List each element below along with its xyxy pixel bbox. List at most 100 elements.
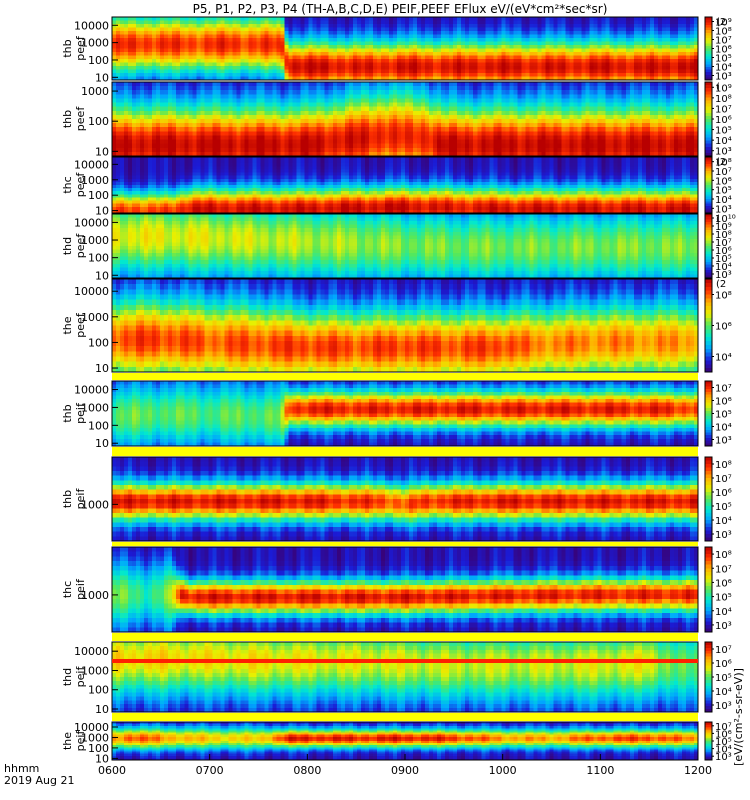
spectrogram-cell (357, 86, 362, 91)
spectrogram-cell (626, 31, 631, 35)
spectrogram-cell (409, 28, 414, 32)
spectrogram-cell (642, 73, 647, 77)
spectrogram-cell (614, 94, 619, 99)
spectrogram-cell (558, 98, 563, 103)
spectrogram-cell (144, 115, 149, 120)
spectrogram-cell (574, 66, 579, 70)
spectrogram-cell (413, 82, 418, 87)
spectrogram-cell (156, 90, 161, 95)
spectrogram-cell (481, 148, 486, 153)
spectrogram-cell (256, 52, 261, 56)
spectrogram-cell (481, 103, 486, 108)
spectrogram-cell (497, 42, 502, 46)
spectrogram-cell (385, 38, 390, 42)
spectrogram-cell (160, 90, 165, 95)
spectrogram-cell (176, 24, 181, 28)
spectrogram-cell (196, 131, 201, 136)
spectrogram-cell (228, 111, 233, 116)
spectrogram-cell (341, 94, 346, 99)
spectrogram-cell (594, 59, 599, 63)
spectrogram-cell (417, 49, 422, 53)
spectrogram-cell (301, 17, 306, 21)
spectrogram-cell (269, 119, 274, 124)
spectrogram-cell (248, 17, 253, 21)
spectrogram-cell (333, 31, 338, 35)
spectrogram-cell (626, 28, 631, 32)
spectrogram-cell (361, 73, 366, 77)
spectrogram-cell (140, 144, 145, 149)
spectrogram-cell (373, 131, 378, 136)
spectrogram-cell (397, 119, 402, 124)
spectrogram-cell (686, 59, 691, 63)
spectrogram-cell (433, 52, 438, 56)
spectrogram-cell (381, 135, 386, 140)
spectrogram-cell (429, 56, 434, 60)
spectrogram-cell (570, 42, 575, 46)
spectrogram-cell (112, 123, 117, 128)
spectrogram-cell (325, 127, 330, 132)
spectrogram-cell (529, 70, 534, 74)
spectrogram-cell (132, 90, 137, 95)
spectrogram-cell (301, 123, 306, 128)
spectrogram-cell (529, 38, 534, 42)
spectrogram-cell (409, 111, 414, 116)
spectrogram-cell (184, 127, 189, 132)
spectrogram-cell (545, 70, 550, 74)
spectrogram-cell (365, 66, 370, 70)
spectrogram-cell (164, 144, 169, 149)
spectrogram-cell (690, 66, 695, 70)
spectrogram-cell (429, 63, 434, 67)
spectrogram-cell (525, 56, 530, 60)
spectrogram-cell (493, 115, 498, 120)
spectrogram-cell (513, 70, 518, 74)
spectrogram-cell (678, 31, 683, 35)
spectrogram-cell (610, 59, 615, 63)
spectrogram-cell (248, 52, 253, 56)
spectrogram-cell (389, 111, 394, 116)
spectrogram-cell (313, 59, 318, 63)
spectrogram-cell (176, 38, 181, 42)
spectrogram-cell (188, 52, 193, 56)
spectrogram-cell (638, 49, 643, 53)
spectrogram-cell (289, 82, 294, 87)
spectrogram-cell (441, 42, 446, 46)
spectrogram-cell (582, 94, 587, 99)
spectrogram-cell (473, 28, 478, 32)
spectrogram-cell (369, 63, 374, 67)
spectrogram-cell (441, 45, 446, 49)
spectrogram-cell (465, 127, 470, 132)
spectrogram-cell (144, 73, 149, 77)
spectrogram-cell (501, 35, 506, 39)
spectrogram-cell (545, 131, 550, 136)
spectrogram-cell (469, 94, 474, 99)
spectrogram-cell (156, 28, 161, 32)
spectrogram-cell (285, 52, 290, 56)
spectrogram-cell (184, 21, 189, 25)
spectrogram-cell (505, 107, 510, 112)
spectrogram-cell (497, 131, 502, 136)
spectrogram-cell (252, 119, 257, 124)
spectrogram-cell (128, 135, 133, 140)
spectrogram-cell (289, 45, 294, 49)
spectrogram-cell (353, 52, 358, 56)
spectrogram-cell (269, 90, 274, 95)
spectrogram-cell (678, 42, 683, 46)
spectrogram-cell (610, 123, 615, 128)
spectrogram-cell (345, 127, 350, 132)
spectrogram-cell (594, 140, 599, 145)
spectrogram-cell (305, 127, 310, 132)
spectrogram-cell (325, 148, 330, 153)
spectrogram-cell (501, 127, 506, 132)
spectrogram-cell (666, 42, 671, 46)
spectrogram-cell (481, 98, 486, 103)
spectrogram-cell (248, 73, 253, 77)
spectrogram-cell (606, 119, 611, 124)
spectrogram-cell (140, 38, 145, 42)
spectrogram-cell (152, 28, 157, 32)
spectrogram-cell (176, 82, 181, 87)
spectrogram-cell (244, 111, 249, 116)
spectrogram-cell (562, 35, 567, 39)
spectrogram-cell (485, 38, 490, 42)
spectrogram-cell (570, 144, 575, 149)
spectrogram-cell (196, 115, 201, 120)
